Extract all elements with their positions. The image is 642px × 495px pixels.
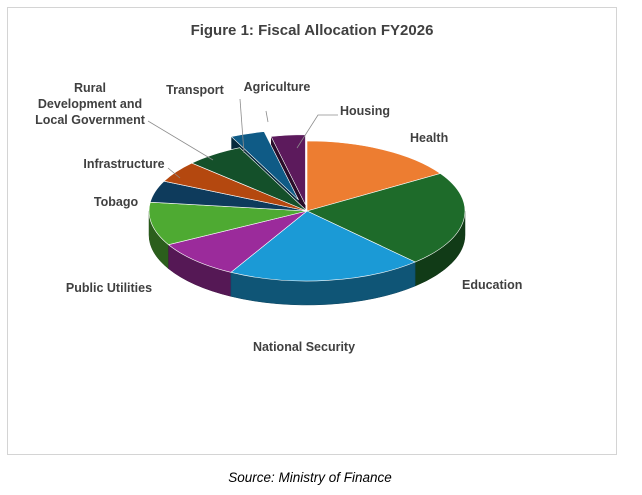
slice-label-8: Agriculture [244,80,311,94]
slice-label-4: Tobago [94,195,139,209]
pie-slice-0 [306,140,442,212]
leader-line-8 [265,110,269,123]
leader-line-7 [239,98,245,154]
pie-chart: Health Education National Security Public U… [35,80,522,354]
pie-slice-1 [306,173,466,263]
pie-slice-3 [167,210,308,273]
slice-labels: Health Education National Security Public U… [35,80,522,354]
chart-source: Source: Ministry of Finance [228,470,392,485]
leader-line-5 [167,167,181,179]
pie-slice-4 [148,201,308,246]
slice-label-3: Public Utilities [66,281,152,295]
slice-label-7: Transport [166,83,224,97]
slice-label-1: Education [462,278,522,292]
pie-top-faces [148,131,466,282]
slice-label-9: Housing [340,104,390,118]
pie-slice-8 [230,131,299,201]
leader-lines [147,98,338,179]
pie-slice-7 [191,147,308,212]
slice-label-0: Health [410,131,448,145]
chart-title: Figure 1: Fiscal Allocation FY2026 [190,22,434,39]
pie-slice-2 [230,210,416,282]
leader-line-6 [147,120,214,161]
slice-label-6: Rural Development and Local Government [35,81,146,127]
slice-label-2: National Security [253,340,355,354]
leader-line-9 [296,114,338,149]
slice-label-5: Infrastructure [83,157,164,171]
